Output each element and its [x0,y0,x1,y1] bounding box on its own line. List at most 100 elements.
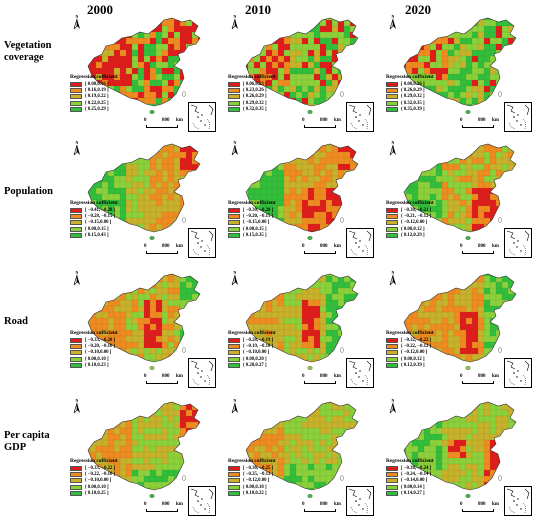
legend-title: Regression cofficient [386,330,434,336]
scale-line [146,125,178,128]
map-region [513,275,516,283]
map-region [277,427,285,435]
scale-bar: 0 800 km [458,244,502,256]
map-region [88,151,91,159]
map-region [247,305,255,313]
map-region [349,85,357,93]
map-region [289,61,297,69]
country-outline [403,143,517,233]
map-region [89,18,97,21]
map-region [119,181,127,189]
map-region [435,281,443,289]
map-region [319,229,327,232]
map-region [447,61,455,69]
map-region [125,187,133,195]
map-region [489,409,497,417]
regression-map [245,401,359,498]
map-region [259,415,267,423]
map-region [447,144,455,147]
legend-swatch [386,465,398,471]
map-region [319,25,327,33]
map-region [435,187,443,195]
map-region [253,157,261,165]
map-region [167,79,175,87]
map-region [173,335,181,343]
map-region [179,193,187,201]
map-region [253,427,261,435]
map-region [143,293,151,301]
map-region [95,317,103,325]
map-region [453,25,461,33]
legend-swatch [228,344,240,350]
map-region [277,433,285,441]
map-region [161,281,169,289]
map-region [161,91,169,99]
map-region [411,31,419,39]
map-region [253,293,261,301]
map-region [289,175,297,183]
map-region [337,31,345,39]
map-region [507,193,515,201]
map-region [185,73,193,81]
map-region [89,163,97,171]
map-region [107,409,115,417]
map-region [483,305,491,313]
map-region [459,18,467,21]
map-region [149,169,157,177]
map-region [411,187,419,195]
map-region [343,457,351,465]
map-region [277,305,285,313]
map-region [265,145,273,153]
map-region [343,433,351,441]
map-region [259,37,267,45]
map-region [289,19,297,27]
map-region [197,217,200,225]
map-region [447,19,455,27]
map-region [501,61,509,69]
map-region [319,427,327,435]
map-region [301,335,309,343]
map-region [125,317,133,325]
scale-start: 0 [460,502,463,507]
map-region [167,347,175,355]
map-region [501,274,509,277]
map-region [185,451,193,459]
legend-swatch [386,81,398,87]
map-region [173,353,181,361]
map-region [343,79,351,87]
legend-label: [ −0.33, −0.22 ] [85,465,116,471]
map-region [355,73,358,81]
map-region [447,299,455,307]
map-region [355,293,358,301]
map-region [477,205,485,213]
hainan-island [149,494,155,498]
map-region [271,151,279,159]
regression-map [403,17,517,114]
map-region [185,274,193,277]
map-region [477,323,485,331]
map-region [331,49,339,57]
map-region [513,427,516,435]
map-region [477,341,485,349]
map-region [101,157,109,165]
legend-label: ( 0.32,0.35 ] [401,100,425,106]
map-region [513,151,516,159]
map-region [277,18,285,21]
map-region [325,18,333,21]
map-region [131,145,139,153]
map-region [101,145,109,153]
map-region [143,193,151,201]
map-region [453,445,461,453]
map-region [101,439,109,447]
map-region [343,157,351,165]
map-region [465,61,473,69]
legend-swatch [70,491,82,497]
map-region [319,415,327,423]
map-region [88,37,91,45]
map-region [459,49,467,57]
map-region [465,469,473,477]
map-region [319,287,327,295]
map-region [283,305,291,313]
map-region [349,311,357,319]
map-region [501,415,509,423]
